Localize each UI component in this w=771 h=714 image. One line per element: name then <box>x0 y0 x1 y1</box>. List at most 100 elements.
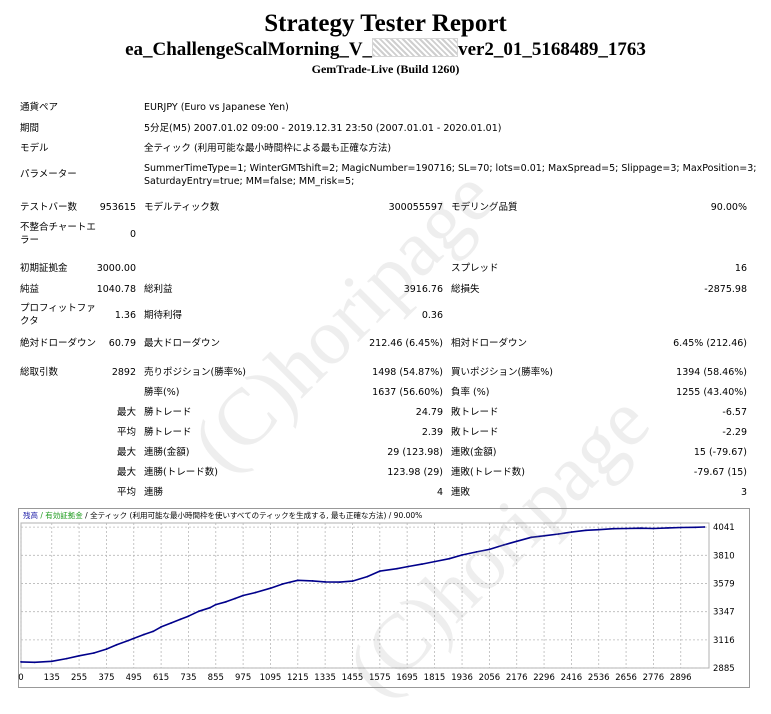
period-label: 期間 <box>20 123 40 134</box>
gross-profit-label: 総利益 <box>144 284 173 295</box>
chart-data-point <box>225 600 227 603</box>
chart-x-tick-label: 1095 <box>260 673 282 683</box>
chart-x-tick-label: 135 <box>44 673 60 683</box>
chart-y-tick-label: 2885 <box>713 664 735 674</box>
chart-data-point <box>234 597 237 600</box>
mismatch-value: 0 <box>129 229 136 240</box>
chart-data-point <box>557 533 560 535</box>
chart-data-point <box>132 637 135 640</box>
params-line-1: SummerTimeType=1; WinterGMTshift=2; Magi… <box>144 163 757 174</box>
chart-data-point <box>612 527 615 530</box>
chart-legend-item: / 有効証拠金 <box>38 510 83 520</box>
max-consec-wins-value: 29 (123.98) <box>387 447 443 458</box>
largest-loss-label: 敗トレード <box>451 407 499 418</box>
payoff-value: 0.36 <box>421 310 443 321</box>
expert-name: ea_ChallengeScalMorning_V_ ver2_01_516848… <box>0 38 771 61</box>
chart-data-point <box>209 606 212 609</box>
chart-x-tick-label: 1695 <box>396 673 418 683</box>
mismatch-label-2: ラー <box>20 235 40 246</box>
chart-y-tick-label: 3116 <box>713 636 735 646</box>
expert-name-suffix: ver2_01_5168489_1763 <box>458 39 646 60</box>
avg-consec-wins-label: 連勝 <box>144 487 164 498</box>
chart-x-tick-label: 495 <box>126 673 142 683</box>
chart-plot-area <box>20 522 710 669</box>
chart-x-tick-label: 1455 <box>342 673 364 683</box>
deposit-label: 初期証拠金 <box>20 263 68 274</box>
long-positions-value: 1394 (58.46%) <box>676 367 747 378</box>
average2-label: 平均 <box>116 487 136 498</box>
bars-value: 953615 <box>99 202 136 213</box>
quality-value: 90.00% <box>710 202 747 213</box>
loss-rate-value: 1255 (43.40%) <box>676 387 747 398</box>
chart-x-tick-label: 855 <box>208 673 224 683</box>
chart-data-point <box>115 643 118 646</box>
chart-data-point <box>152 630 155 633</box>
chart-data-point <box>530 536 533 539</box>
chart-data-point <box>625 527 627 530</box>
chart-data-point <box>160 626 163 628</box>
chart-data-point <box>197 610 200 613</box>
chart-legend-item: 残高 <box>23 510 38 520</box>
chart-data-point <box>585 529 587 532</box>
profit-factor-label-2: クタ <box>20 316 39 327</box>
average-label: 平均 <box>116 427 136 438</box>
chart-data-point <box>296 579 299 582</box>
max-consec-losses-value: 15 (-79.67) <box>693 447 747 458</box>
max-drawdown-value: 212.46 (6.45%) <box>369 338 443 349</box>
chart-x-tick-label: 1215 <box>287 673 309 683</box>
long-positions-label: 買いポジション(勝率%) <box>451 367 553 378</box>
chart-data-point <box>254 591 257 594</box>
avg-consec-losses-label: 連敗 <box>451 487 471 498</box>
chart-data-point <box>187 615 190 618</box>
chart-data-point <box>105 648 108 650</box>
chart-data-point <box>448 557 451 560</box>
chart-data-point <box>366 575 369 578</box>
total-trades-label: 総取引数 <box>20 367 59 378</box>
chart-y-tick-label: 3347 <box>713 608 735 618</box>
profit-factor-label-1: プロフィットファ <box>20 303 96 314</box>
chart-data-point <box>703 526 706 528</box>
avg-loss-label: 敗トレード <box>451 427 499 438</box>
chart-data-point <box>179 618 182 621</box>
gross-profit-value: 3916.76 <box>403 284 443 295</box>
chart-data-point <box>667 527 669 529</box>
chart-data-point <box>143 633 145 636</box>
maximal-consec-profit-label: 連勝(トレード数) <box>144 467 218 478</box>
redacted-block <box>372 38 459 57</box>
avg-consec-wins-value: 4 <box>436 487 443 498</box>
chart-data-point <box>378 570 381 572</box>
avg-consec-losses-value: 3 <box>740 487 747 498</box>
win-rate-label: 勝率(%) <box>144 387 180 398</box>
balance-chart: 残高 / 有効証拠金 / 全ティック (利用可能な最小時間枠を使いすべてのティッ… <box>18 508 750 688</box>
loss-rate-label: 負率 (%) <box>451 387 490 398</box>
chart-data-point <box>488 548 491 551</box>
chart-data-point <box>396 567 398 570</box>
chart-x-tick-label: 1936 <box>451 673 473 683</box>
chart-data-point <box>93 652 95 654</box>
win-rate-value: 1637 (56.60%) <box>372 387 443 398</box>
chart-data-point <box>339 581 341 583</box>
chart-y-tick-label: 3579 <box>713 579 735 589</box>
chart-x-tick-label: 2416 <box>561 673 583 683</box>
chart-x-tick-label: 1575 <box>369 673 391 683</box>
chart-x-tick-label: 375 <box>98 673 114 683</box>
net-value: 1040.78 <box>96 284 136 295</box>
net-label: 純益 <box>20 284 40 295</box>
chart-data-point <box>33 661 36 664</box>
chart-data-point <box>324 581 326 583</box>
largest-label: 最大 <box>116 407 136 418</box>
chart-data-point <box>570 531 573 533</box>
chart-data-point <box>282 583 284 585</box>
chart-data-point <box>78 654 80 657</box>
largest-win-value: 24.79 <box>415 407 443 418</box>
abs-drawdown-label: 絶対ドローダウン <box>20 338 97 349</box>
max-consec-losses-label: 連敗(金額) <box>451 447 497 458</box>
mismatch-label-1: 不整合チャートエ <box>20 222 96 233</box>
spread-value: 16 <box>734 263 747 274</box>
chart-y-tick-label: 3810 <box>713 551 735 561</box>
chart-data-point <box>639 527 642 530</box>
quality-label: モデリング品質 <box>451 202 518 213</box>
chart-data-point <box>269 587 272 590</box>
avg-loss-value: -2.29 <box>722 427 747 438</box>
chart-data-point <box>597 528 600 531</box>
